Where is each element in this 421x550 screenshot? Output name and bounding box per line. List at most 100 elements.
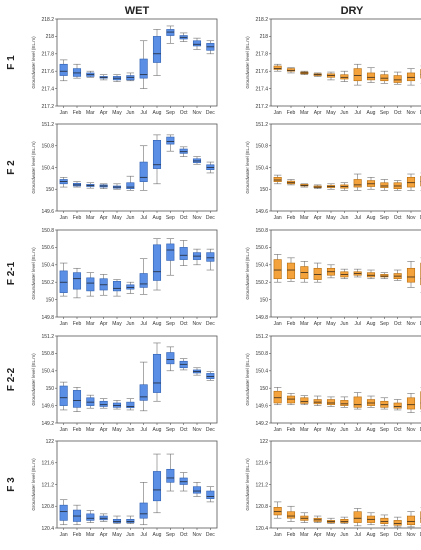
x-tick-label: Jul bbox=[140, 110, 146, 116]
panel-dry: Groundwater level (EL.m) 149.2 149.6 150 150… bbox=[245, 334, 421, 433]
box-iqr bbox=[99, 278, 108, 291]
box-wet-jan bbox=[59, 262, 68, 297]
box-wet-jan bbox=[59, 499, 68, 526]
y-tick-label: 217.2 bbox=[41, 104, 54, 110]
x-tick-label: Oct bbox=[394, 321, 402, 327]
box-wet-jul bbox=[139, 40, 148, 89]
x-tick-label: Jun bbox=[340, 532, 348, 538]
box-iqr bbox=[192, 486, 202, 494]
y-tick-label: 150 bbox=[46, 386, 55, 392]
box-iqr bbox=[206, 373, 215, 379]
row-label: F 2-1 bbox=[6, 261, 17, 285]
box-iqr bbox=[126, 182, 135, 190]
x-tick-label: Jul bbox=[354, 110, 360, 116]
box-iqr bbox=[286, 395, 296, 404]
y-tick-label: 122 bbox=[260, 439, 269, 445]
box-iqr bbox=[313, 267, 322, 280]
box-iqr bbox=[72, 68, 82, 77]
panel-dry: Groundwater level (EL.m) 120.4 120.8 121.2 1… bbox=[245, 439, 421, 538]
box-iqr bbox=[72, 390, 82, 408]
x-tick-label: Apr bbox=[100, 427, 108, 433]
x-tick-label: Jan bbox=[60, 110, 68, 116]
box-iqr bbox=[326, 399, 336, 406]
box-dry-jul bbox=[353, 173, 362, 191]
x-tick-label: May bbox=[326, 427, 336, 433]
x-tick-label: Jul bbox=[140, 215, 146, 221]
box-wet-aug bbox=[152, 238, 162, 291]
y-axis-label: Groundwater level (EL.m) bbox=[31, 141, 36, 194]
box-dry-nov bbox=[406, 261, 416, 288]
box-dry-apr bbox=[313, 72, 322, 77]
box-wet-may bbox=[112, 183, 122, 190]
x-tick-label: Dec bbox=[206, 110, 215, 116]
y-tick-label: 150.4 bbox=[41, 369, 54, 375]
x-tick-label: Oct bbox=[180, 321, 188, 327]
box-iqr bbox=[59, 504, 68, 521]
box-dry-sep bbox=[380, 272, 389, 280]
y-axis-label: Groundwater level (EL.m) bbox=[31, 36, 36, 89]
row-label: F 3 bbox=[6, 477, 17, 492]
box-dry-feb bbox=[286, 505, 296, 522]
x-tick-label: May bbox=[112, 110, 122, 116]
x-tick-label: Mar bbox=[86, 110, 95, 116]
box-iqr bbox=[112, 281, 122, 292]
panel-dry: Groundwater level (EL.m) 217.2 217.4 217.6 2… bbox=[245, 17, 421, 116]
box-dry-oct bbox=[393, 71, 402, 85]
box-iqr bbox=[139, 502, 148, 519]
box-dry-aug bbox=[366, 269, 376, 280]
box-dry-may bbox=[326, 264, 336, 279]
box-iqr bbox=[152, 353, 162, 393]
x-tick-label: Aug bbox=[153, 110, 162, 116]
panel-wet: Groundwater level (EL.m) 149.2 149.6 150 150… bbox=[31, 334, 218, 433]
x-tick-label: Feb bbox=[73, 215, 82, 221]
y-tick-label: 149.2 bbox=[41, 421, 54, 427]
box-wet-oct bbox=[179, 32, 188, 42]
x-tick-label: Jan bbox=[274, 215, 282, 221]
x-tick-label: Sep bbox=[166, 110, 175, 116]
box-dry-jul bbox=[353, 508, 362, 527]
box-dry-sep bbox=[380, 514, 389, 527]
y-tick-label: 150 bbox=[46, 187, 55, 193]
plot-frame bbox=[270, 123, 421, 212]
box-iqr bbox=[126, 401, 135, 409]
box-wet-apr bbox=[99, 183, 108, 190]
x-tick-label: Dec bbox=[206, 215, 215, 221]
x-tick-label: Jun bbox=[126, 532, 134, 538]
box-iqr bbox=[380, 182, 389, 188]
box-dry-feb bbox=[286, 257, 296, 282]
x-tick-label: Feb bbox=[287, 427, 296, 433]
y-tick-label: 217.6 bbox=[255, 69, 268, 75]
box-dry-may bbox=[326, 396, 336, 407]
box-iqr bbox=[273, 65, 282, 70]
x-tick-label: Mar bbox=[300, 110, 309, 116]
x-tick-label: Oct bbox=[394, 532, 402, 538]
x-tick-label: Apr bbox=[314, 215, 322, 221]
x-tick-label: Jan bbox=[274, 321, 282, 327]
x-tick-label: Oct bbox=[180, 215, 188, 221]
x-tick-label: Feb bbox=[73, 532, 82, 538]
box-iqr bbox=[72, 272, 82, 290]
x-tick-label: Dec bbox=[206, 427, 215, 433]
panel-dry: Groundwater level (EL.m) 149.8 150 150.2 150… bbox=[245, 228, 421, 327]
x-tick-label: Aug bbox=[367, 110, 376, 116]
x-tick-label: Nov bbox=[407, 427, 416, 433]
y-tick-label: 121.6 bbox=[255, 461, 268, 467]
box-iqr bbox=[139, 161, 148, 182]
x-tick-label: Nov bbox=[407, 321, 416, 327]
panel-wet: Groundwater level (EL.m) 217.2 217.4 217.6 2… bbox=[31, 17, 218, 116]
x-tick-label: Jun bbox=[340, 321, 348, 327]
box-wet-apr bbox=[99, 74, 108, 81]
box-dry-may bbox=[326, 517, 336, 524]
panel-dry: Groundwater level (EL.m) 149.6 150 150.4 150… bbox=[245, 122, 421, 221]
y-tick-label: 150 bbox=[260, 297, 269, 303]
x-tick-label: May bbox=[112, 215, 122, 221]
y-tick-label: 150.4 bbox=[255, 165, 268, 171]
box-iqr bbox=[166, 136, 175, 145]
x-tick-label: Nov bbox=[193, 321, 202, 327]
box-iqr bbox=[393, 520, 402, 526]
box-wet-aug bbox=[152, 134, 162, 185]
box-wet-oct bbox=[179, 240, 188, 266]
x-tick-label: Dec bbox=[420, 532, 421, 538]
box-wet-feb bbox=[72, 267, 82, 299]
box-iqr bbox=[380, 274, 389, 278]
